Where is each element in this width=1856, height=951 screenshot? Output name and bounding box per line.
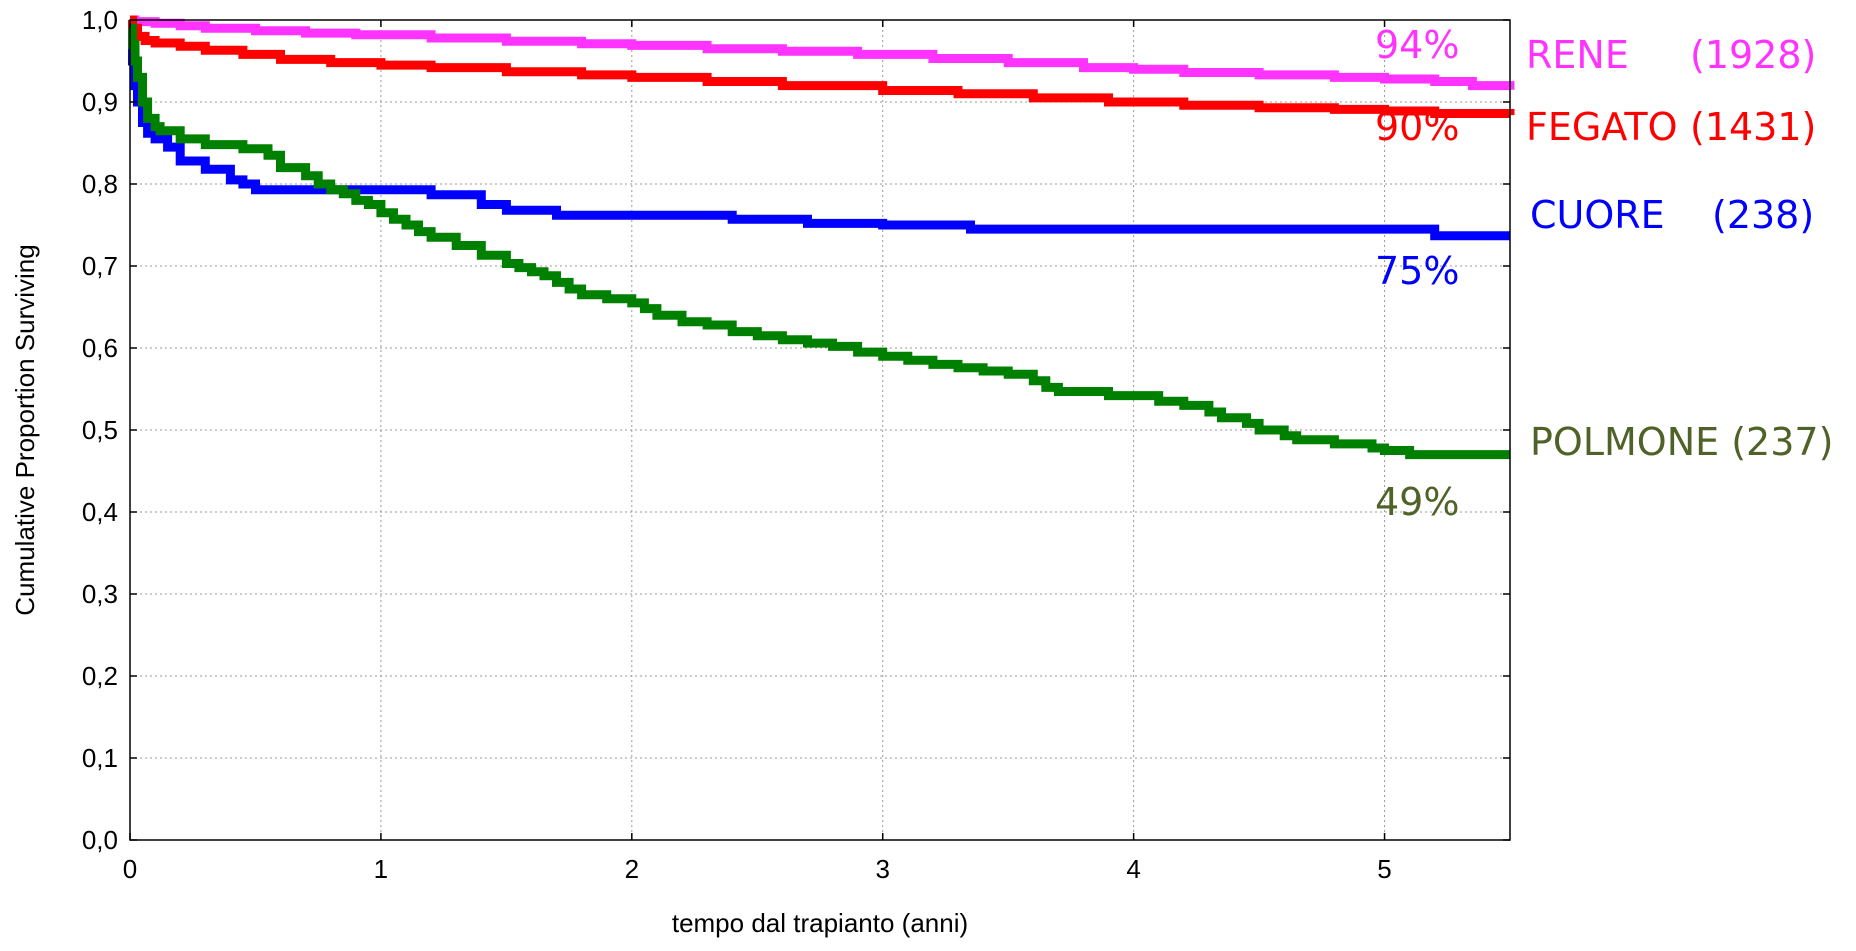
series-percent-cuore: 75%	[1375, 249, 1459, 293]
series-line-polmone	[128, 23, 1510, 460]
y-tick-label: 0,0	[82, 825, 118, 855]
series-curves	[128, 15, 1515, 460]
series-percent-fegato: 90%	[1375, 105, 1459, 149]
series-count-cuore: (238)	[1712, 193, 1814, 237]
x-axis-title: tempo dal trapianto (anni)	[672, 908, 968, 938]
series-percent-polmone: 49%	[1375, 480, 1459, 524]
series-line-rene	[130, 15, 1515, 91]
x-tick-label: 5	[1377, 854, 1391, 884]
series-label-rene: RENE	[1526, 33, 1629, 77]
y-axis-ticks: 0,0 0,1 0,2 0,3 0,4 0,5 0,6 0,7 0,8 0,9 1,0	[82, 5, 1510, 855]
series-label-cuore: CUORE	[1530, 193, 1665, 237]
y-tick-label: 0,9	[82, 87, 118, 117]
series-label-fegato: FEGATO	[1526, 105, 1677, 149]
y-axis-title: Cumulative Proportion Surviving	[10, 244, 40, 615]
y-tick-label: 0,3	[82, 579, 118, 609]
series-line-fegato	[128, 15, 1515, 118]
y-tick-label: 0,7	[82, 251, 118, 281]
y-tick-label: 1,0	[82, 5, 118, 35]
x-axis-ticks: 0 1 2 3 4 5	[123, 20, 1392, 884]
series-line-cuore	[128, 40, 1510, 241]
series-labels: RENE (1928) 94% FEGATO (1431) 90% CUORE (238) 75…	[1375, 23, 1833, 524]
y-tick-label: 0,8	[82, 169, 118, 199]
x-tick-label: 1	[374, 854, 388, 884]
series-count-fegato: (1431)	[1690, 105, 1816, 149]
series-label-polmone: POLMONE (237)	[1530, 420, 1833, 464]
grid-lines	[130, 20, 1510, 840]
series-percent-rene: 94%	[1375, 23, 1459, 67]
x-tick-label: 2	[625, 854, 639, 884]
y-tick-label: 0,2	[82, 661, 118, 691]
y-tick-label: 0,1	[82, 743, 118, 773]
x-tick-label: 4	[1126, 854, 1140, 884]
x-tick-label: 3	[875, 854, 889, 884]
y-tick-label: 0,4	[82, 497, 118, 527]
series-count-rene: (1928)	[1690, 33, 1816, 77]
x-tick-label: 0	[123, 854, 137, 884]
y-tick-label: 0,6	[82, 333, 118, 363]
y-tick-label: 0,5	[82, 415, 118, 445]
